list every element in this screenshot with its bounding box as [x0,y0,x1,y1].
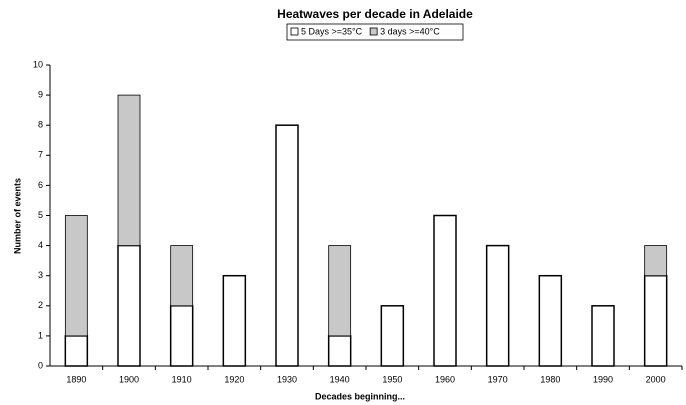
bar-segment [643,274,668,367]
x-tick-label: 1930 [277,374,297,384]
bar-segment [117,94,141,246]
x-tick-label: 1990 [593,374,613,384]
bar-segment [275,124,299,367]
bar-segment [64,215,88,337]
x-tick-label: 1950 [382,374,402,384]
x-tick-label: 2000 [646,374,666,384]
bar-segment [328,245,352,337]
y-tick-label: 4 [38,240,43,250]
x-tick-label: 1900 [119,374,139,384]
x-tick-label: 1980 [540,374,560,384]
y-tick-label: 10 [33,59,43,69]
y-axis-label: Number of events [12,178,22,254]
x-tick-label: 1920 [224,374,244,384]
bar-segment [170,245,194,307]
legend-swatch [369,27,378,36]
x-tick-label: 1970 [488,374,508,384]
legend-swatch [290,27,299,36]
y-tick-label: 7 [38,150,43,160]
x-tick-label: 1940 [330,374,350,384]
bar-segment [380,305,405,367]
y-tick-label: 0 [38,360,43,370]
bar-segment [169,305,194,367]
bar-segment [591,305,615,367]
y-tick-label: 3 [38,270,43,280]
legend-label: 3 days >=40°C [380,26,440,36]
bar-segment [327,335,352,367]
x-tick-label: 1960 [435,374,455,384]
x-tick-label: 1910 [172,374,192,384]
y-tick-label: 2 [38,300,43,310]
bar-segment [222,274,247,367]
x-tick-label: 1890 [66,374,86,384]
bar-segment [433,214,457,367]
bar-segment [117,244,141,367]
y-tick-label: 5 [38,210,43,220]
bar-segment [485,244,510,367]
y-tick-label: 8 [38,120,43,130]
x-axis-label: Decades beginning... [315,391,405,401]
legend-label: 5 Days >=35°C [301,26,363,36]
bar-segment [644,245,668,277]
bar-segment [64,335,89,367]
chart-title: Heatwaves per decade in Adelaide [277,7,473,21]
y-tick-label: 6 [38,180,43,190]
bar-segment [538,274,563,367]
y-tick-label: 1 [38,330,43,340]
y-tick-label: 9 [38,89,43,99]
